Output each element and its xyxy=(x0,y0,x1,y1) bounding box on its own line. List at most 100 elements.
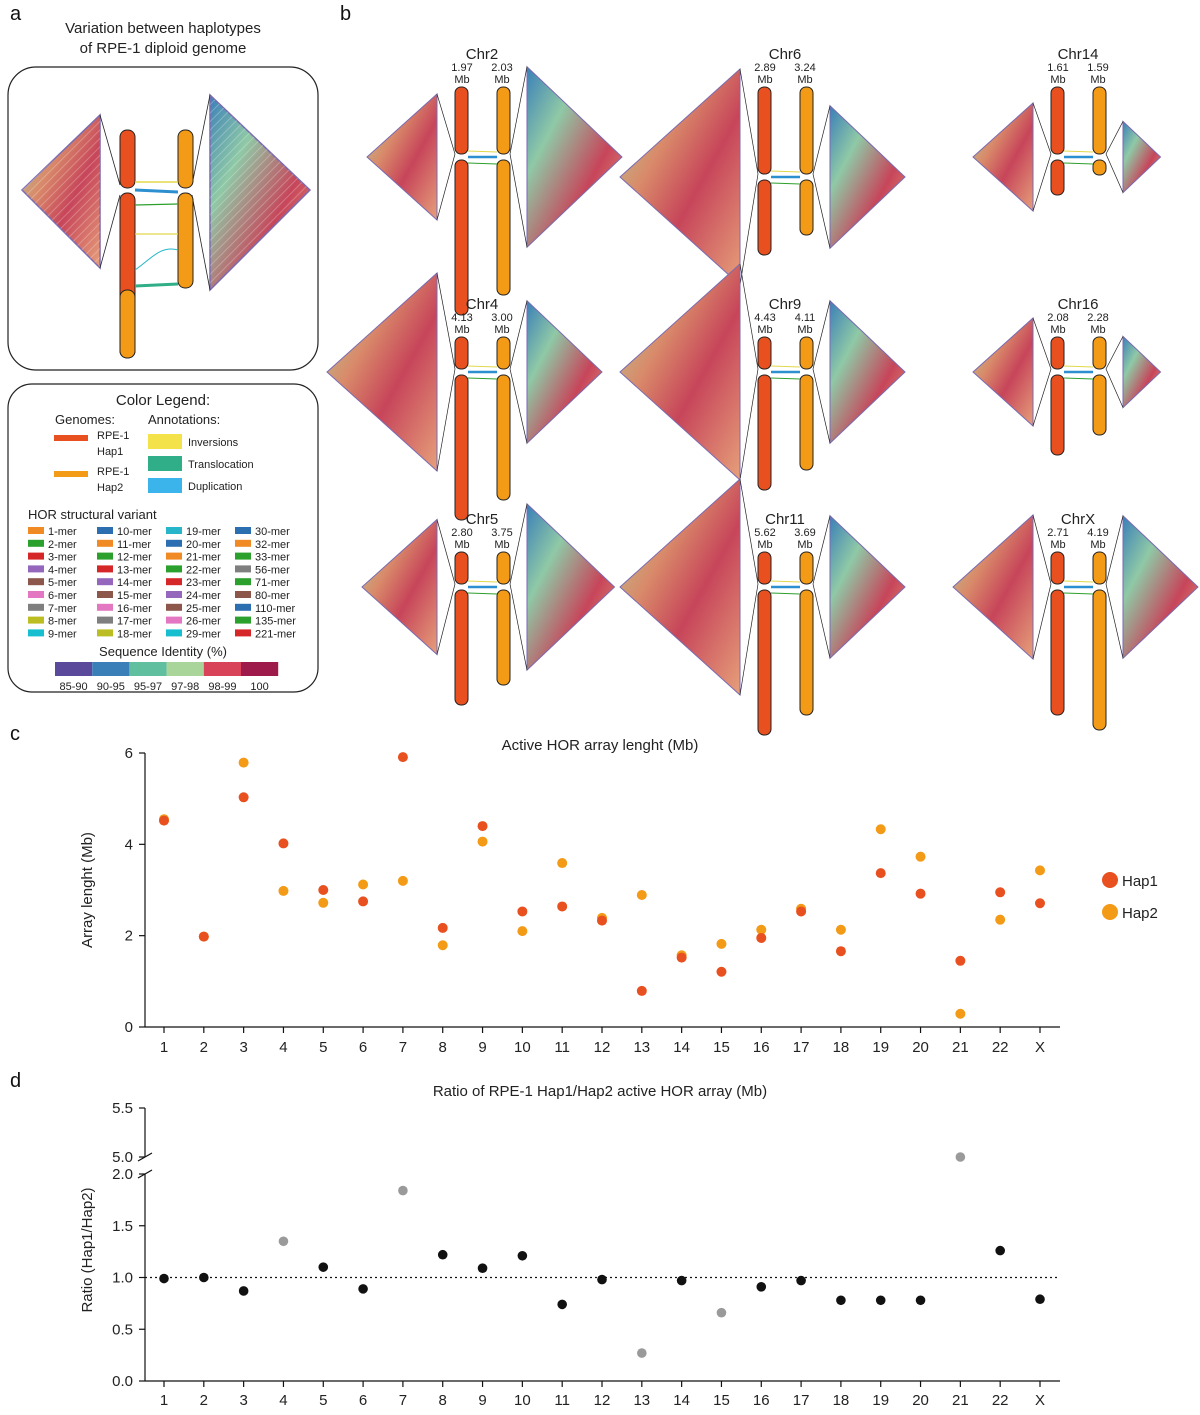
hap1-unit: Mb xyxy=(757,324,772,336)
legend-hor-swatch xyxy=(166,552,182,560)
chart-d-point xyxy=(796,1275,806,1286)
chart-c-legend: Hap1 Hap2 xyxy=(1102,872,1158,922)
legend-hor-swatch xyxy=(28,527,44,534)
panel-letter-c: c xyxy=(10,723,20,745)
panel-a-schematic xyxy=(20,93,312,359)
hap2-unit: Mb xyxy=(1090,74,1105,86)
chart-c-x-tick-label: 4 xyxy=(279,1039,287,1056)
hap2-array-length: 2.28 xyxy=(1087,312,1108,324)
chromosome-name: Chr9 xyxy=(769,296,802,313)
chart-c-point-hap1 xyxy=(955,955,966,966)
chart-d-point xyxy=(915,1295,926,1306)
chart-d-x-tick-label: 7 xyxy=(399,1392,407,1409)
hap1-heatmap xyxy=(972,101,1034,213)
chart-d-point xyxy=(955,1152,966,1162)
chart-c-x-tick-label: 7 xyxy=(399,1039,407,1056)
chart-d-x-tick-label: 17 xyxy=(793,1392,810,1409)
legend-annotation-swatch xyxy=(148,478,182,493)
chart-c-point-hap2 xyxy=(1035,865,1045,876)
legend-hor-swatch xyxy=(97,539,113,547)
legend-hor-label: 71-mer xyxy=(255,577,290,589)
legend-genomes-label: Genomes: xyxy=(55,412,115,427)
hap2-heatmap xyxy=(1122,120,1162,194)
hap1-array-length: 2.80 xyxy=(451,527,472,539)
hap2-heatmap xyxy=(526,65,623,249)
legend-hor-label: 23-mer xyxy=(186,577,221,589)
legend-identity-swatch xyxy=(55,662,93,676)
chart-c-point-hap2 xyxy=(397,875,408,886)
hap2-chromosome xyxy=(799,179,814,236)
legend-annotation-label: Duplication xyxy=(188,481,242,493)
hap2-array-length: 4.11 xyxy=(795,312,816,324)
hap1-unit: Mb xyxy=(454,324,469,336)
chart-c-point-hap1 xyxy=(397,752,408,763)
hap1-unit: Mb xyxy=(1050,324,1065,336)
legend-hor-label: 16-mer xyxy=(117,603,152,615)
hap1-chromosome xyxy=(757,551,772,585)
chart-c-point-hap2 xyxy=(477,836,488,847)
chart-d-point xyxy=(637,1348,647,1358)
chart-d-y-tick-label: 5.5 xyxy=(112,1100,133,1117)
chart-c-x-tick-label: 10 xyxy=(514,1039,531,1056)
chart-c-point-hap2 xyxy=(995,914,1006,925)
legend-hor-swatch xyxy=(97,565,113,573)
chart-c-point-hap1 xyxy=(437,922,448,933)
panel-letter-b: b xyxy=(340,3,351,25)
chart-d-y-tick-label: 0.5 xyxy=(112,1321,133,1338)
legend-hor-swatch xyxy=(235,552,251,560)
chart-c-x-tick-label: 14 xyxy=(673,1039,690,1056)
chart-c-point-hap1 xyxy=(995,887,1006,898)
legend-hor-label: 22-mer xyxy=(186,564,221,576)
hap2-chromosome xyxy=(496,589,511,686)
chart-d-x-tick-label: 13 xyxy=(633,1392,650,1409)
legend-identity-label: 95-97 xyxy=(134,681,162,693)
chart-c-x-tick-label: 17 xyxy=(793,1039,810,1056)
chromosome-name: Chr14 xyxy=(1058,46,1099,63)
chart-d-x-tick-label: 3 xyxy=(239,1392,247,1409)
hap1-heatmap xyxy=(619,262,741,482)
hap1-chromosome xyxy=(757,336,772,370)
chart-hap-ratio: Ratio of RPE-1 Hap1/Hap2 active HOR arra… xyxy=(79,1083,1060,1409)
chart-c-x-tick-label: 18 xyxy=(833,1039,850,1056)
chart-d-y-tick-label: 1.5 xyxy=(112,1218,133,1235)
chart-d-point xyxy=(836,1295,846,1306)
chart-d-point xyxy=(1035,1294,1045,1305)
chart-c-point-hap2 xyxy=(318,897,329,908)
panel-letter-d: d xyxy=(10,1070,21,1092)
hap2-chromosome xyxy=(496,374,511,501)
hap2-chromosome xyxy=(799,374,814,471)
legend-hor-swatch xyxy=(28,629,44,637)
legend-hor-swatch xyxy=(166,578,182,586)
legend-hor-swatch xyxy=(235,539,251,547)
chart-c-y-tick-label: 0 xyxy=(125,1019,133,1036)
hap2-chromosome xyxy=(1092,589,1107,731)
chromosome-name: ChrX xyxy=(1061,511,1095,528)
legend-hor-swatch xyxy=(166,629,182,637)
legend-identity-swatch xyxy=(129,662,167,676)
legend-hor-swatch xyxy=(28,539,44,547)
hap1-unit: Mb xyxy=(757,74,772,86)
legend-hor-label: 80-mer xyxy=(255,590,290,602)
chart-c-point-hap1 xyxy=(198,931,209,942)
legend-hor-label: 4-mer xyxy=(48,564,77,576)
hap1-array-length: 1.97 xyxy=(451,62,472,74)
chart-c-x-tick-label: 9 xyxy=(478,1039,486,1056)
chart-c-x-tick-label: 22 xyxy=(992,1039,1009,1056)
hap2-unit: Mb xyxy=(494,539,509,551)
hap1-heatmap xyxy=(619,67,741,287)
chromosome-name: Chr5 xyxy=(466,511,499,528)
legend-hor-swatch xyxy=(28,616,44,624)
chart-c-point-hap2 xyxy=(875,824,886,835)
hap2-array-length: 3.00 xyxy=(491,312,512,324)
chart-c-point-hap1 xyxy=(358,896,369,907)
hap1-chromosome xyxy=(454,86,469,155)
chart-c-y-tick-label: 6 xyxy=(125,745,133,762)
legend-hor-swatch xyxy=(97,527,113,534)
chart-d-x-tick-label: 12 xyxy=(594,1392,611,1409)
hap1-chromosome xyxy=(1050,551,1065,585)
chart-c-point-hap1 xyxy=(636,985,647,996)
chart-c-x-tick-label: X xyxy=(1035,1039,1045,1056)
